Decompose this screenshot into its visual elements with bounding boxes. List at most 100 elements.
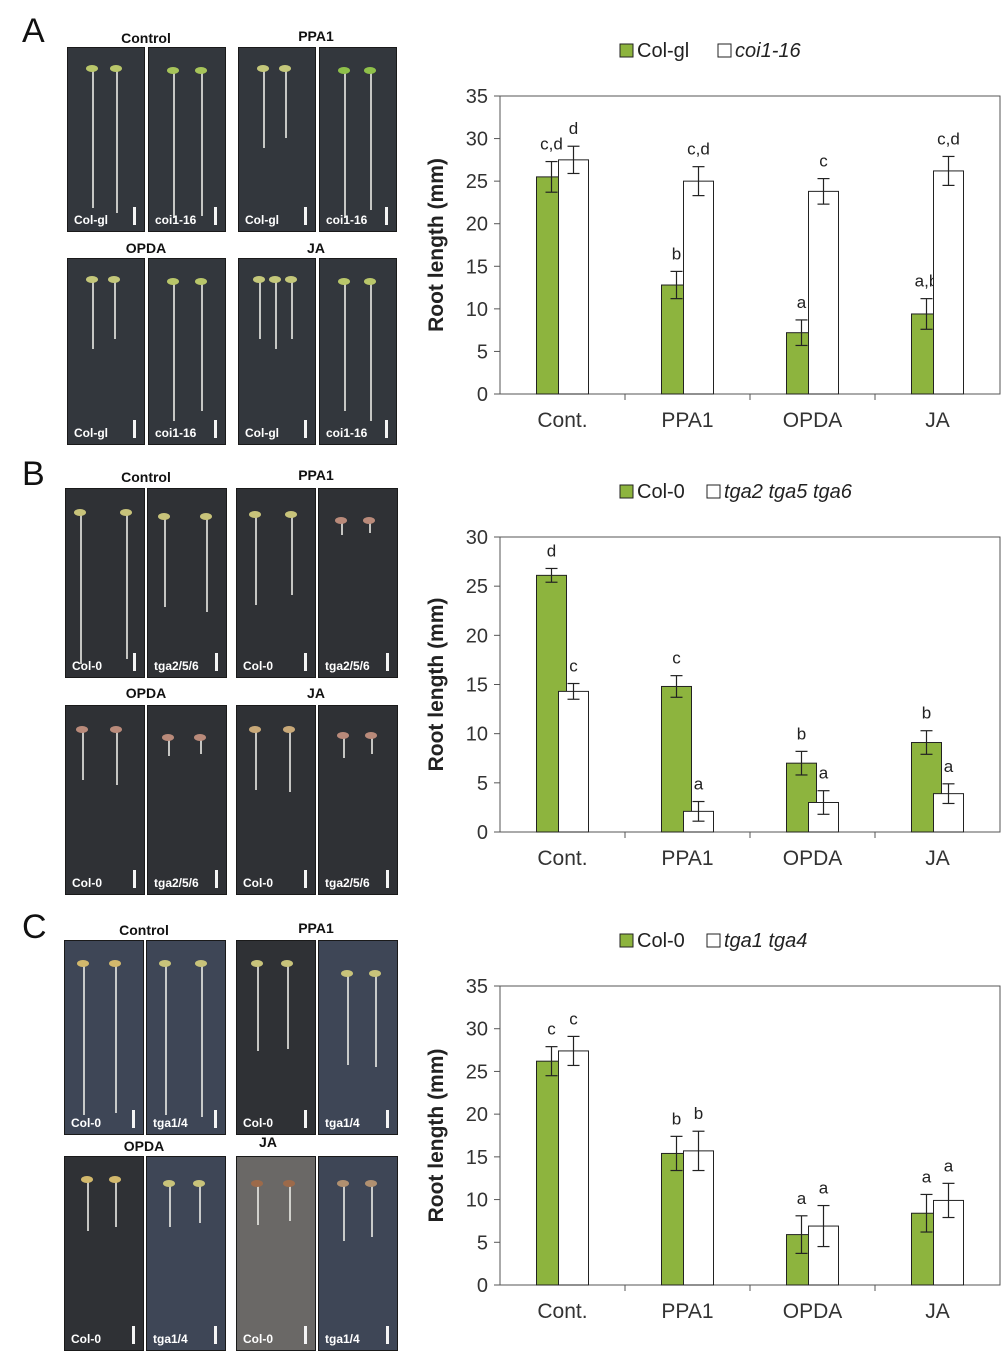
scale-bar	[385, 420, 388, 438]
chart-b: 0 5 10 15 20 25 30 Root length (mm) Cont. d c PPA1 c…	[425, 481, 1001, 870]
y-tick-label: 0	[477, 822, 488, 844]
scale-bar	[214, 1326, 217, 1344]
y-tick-label: 15	[466, 1147, 488, 1169]
scale-bar	[386, 1326, 389, 1344]
scale-bar	[304, 1110, 307, 1128]
photo-label-ppa1: PPA1	[298, 467, 334, 483]
seedling-photo: tga1/4	[318, 940, 398, 1135]
significance-letter: a	[797, 1189, 807, 1208]
y-tick-label: 10	[466, 299, 488, 321]
y-tick-label: 30	[466, 527, 488, 549]
bar-mutant	[683, 180, 714, 395]
seedling-photo: tga1/4	[146, 1156, 226, 1351]
significance-letter: d	[569, 119, 578, 138]
x-tick-label: OPDA	[783, 409, 843, 432]
bar-mutant	[558, 690, 589, 833]
significance-letter: b	[922, 704, 931, 723]
seedling-photo: Col-0	[236, 705, 316, 895]
photo-label-control: Control	[119, 922, 169, 938]
scale-bar	[133, 207, 136, 225]
significance-letter: c,d	[687, 140, 710, 159]
scale-bar	[386, 870, 389, 888]
panel-c: C Control PPA1 OPDA JA Col-0 tga1/4 Col-…	[0, 900, 1003, 1352]
x-tick-label: JA	[925, 847, 950, 870]
significance-letter: c	[569, 1009, 578, 1028]
scale-bar	[214, 420, 217, 438]
seedling-photo: tga1/4	[146, 940, 226, 1135]
significance-letter: a	[944, 757, 954, 776]
panel-a: A Control PPA1 OPDA JA Col-gl coi1-16 Co…	[0, 0, 1003, 445]
scale-bar	[214, 207, 217, 225]
photo-label-ja: JA	[307, 685, 325, 701]
seedling-photo: Col-gl	[67, 47, 145, 232]
scale-bar	[304, 420, 307, 438]
significance-letter: c	[819, 152, 828, 171]
photo-genotype: tga1/4	[325, 1332, 360, 1346]
bar-mutant	[558, 1050, 589, 1286]
photo-label-ppa1: PPA1	[298, 28, 334, 44]
photo-label-ja: JA	[307, 240, 325, 256]
bar-mutant	[808, 190, 839, 395]
bar-mutant	[683, 1150, 714, 1286]
photo-genotype: tga2/5/6	[325, 876, 370, 890]
seedling-photo: tga2/5/6	[318, 488, 398, 678]
y-tick-label: 5	[477, 341, 488, 363]
photo-genotype: Col-gl	[74, 426, 108, 440]
photo-genotype: tga2/5/6	[154, 659, 199, 673]
x-tick-label: PPA1	[661, 409, 713, 432]
photo-genotype: Col-0	[72, 659, 102, 673]
y-tick-label: 30	[466, 129, 488, 151]
y-tick-label: 20	[466, 625, 488, 647]
photo-genotype: tga1/4	[153, 1116, 188, 1130]
y-tick-label: 15	[466, 675, 488, 697]
photo-genotype: tga1/4	[153, 1332, 188, 1346]
seedling-photo: Col-0	[236, 1156, 316, 1351]
seedling-photo: tga2/5/6	[147, 488, 227, 678]
scale-bar	[214, 1110, 217, 1128]
seedling-photo: tga1/4	[318, 1156, 398, 1351]
legend-label-mutant: tga1 tga4	[724, 930, 807, 952]
x-tick-label: PPA1	[661, 1300, 713, 1323]
panel-letter-b: B	[22, 455, 45, 493]
photo-genotype: tga2/5/6	[154, 876, 199, 890]
scale-bar	[386, 1110, 389, 1128]
y-tick-label: 5	[477, 773, 488, 795]
significance-letter: c	[569, 657, 578, 676]
photo-genotype: coi1-16	[326, 213, 368, 227]
photo-genotype: Col-0	[71, 1332, 101, 1346]
photo-label-ppa1: PPA1	[298, 920, 334, 936]
photo-genotype: coi1-16	[155, 426, 197, 440]
scale-bar	[133, 420, 136, 438]
bar-mutant	[558, 159, 589, 395]
x-tick-label: Cont.	[537, 1300, 587, 1323]
y-tick-label: 10	[466, 1190, 488, 1212]
legend-swatch-mutant	[717, 43, 732, 58]
scale-bar	[133, 870, 136, 888]
seedling-photo: Col-gl	[238, 258, 316, 445]
legend-label-wt: Col-gl	[637, 40, 689, 62]
significance-letter: c,d	[937, 129, 960, 148]
scale-bar	[304, 1326, 307, 1344]
x-tick-label: Cont.	[537, 409, 587, 432]
scale-bar	[304, 653, 307, 671]
seedling-photo: Col-0	[236, 940, 316, 1135]
y-tick-label: 10	[466, 724, 488, 746]
seedling-photo: coi1-16	[148, 258, 226, 445]
panel-letter-c: C	[22, 908, 47, 946]
photo-genotype: Col-0	[243, 1116, 273, 1130]
significance-letter: a	[944, 1156, 954, 1175]
photo-label-control: Control	[121, 469, 171, 485]
legend-swatch-wt	[619, 484, 634, 499]
legend-swatch-mutant	[706, 484, 721, 499]
y-tick-label: 20	[466, 1104, 488, 1126]
significance-letter: d	[547, 541, 556, 560]
photo-label-opda: OPDA	[123, 1138, 165, 1154]
legend-swatch-wt	[619, 43, 634, 58]
legend-label-wt: Col-0	[637, 930, 685, 952]
photo-genotype: Col-0	[71, 1116, 101, 1130]
scale-bar	[133, 653, 136, 671]
y-tick-label: 20	[466, 214, 488, 236]
significance-letter: b	[694, 1104, 703, 1123]
significance-letter: c	[672, 649, 681, 668]
y-axis-label: Root length (mm)	[425, 158, 448, 332]
